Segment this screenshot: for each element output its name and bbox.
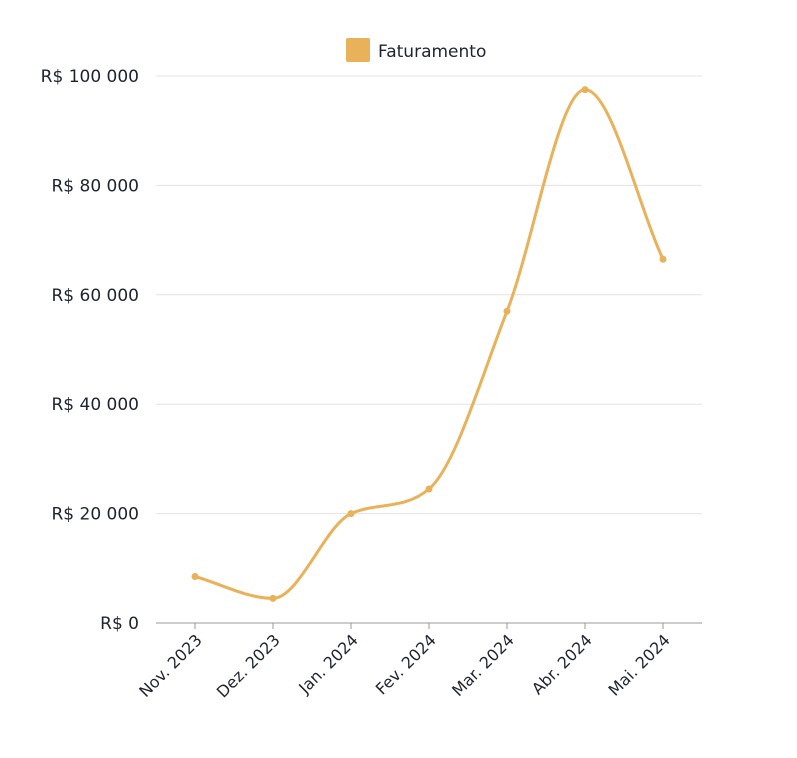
data-point[interactable] [581,86,589,94]
x-tick-label: Fev. 2024 [372,630,440,698]
y-tick-label: R$ 80 000 [51,176,139,196]
data-point[interactable] [425,485,433,493]
y-tick-label: R$ 60 000 [51,286,139,306]
x-tick-label: Abr. 2024 [528,630,596,698]
legend-label: Faturamento [378,42,486,62]
x-tick-label: Jan. 2024 [294,630,362,698]
y-tick-label: R$ 0 [100,614,139,634]
series-faturamento [191,86,667,602]
x-tick-label: Mar. 2024 [448,630,518,700]
y-axis-ticks: R$ 0 R$ 20 000 R$ 40 000 R$ 60 000 R$ 80 000… [41,67,139,634]
chart-legend[interactable]: Faturamento [346,38,486,62]
y-tick-label: R$ 20 000 [51,505,139,525]
x-tick-label: Mai. 2024 [605,630,674,699]
grid-lines [156,75,702,515]
data-point[interactable] [659,255,667,263]
x-tick-label: Dez. 2023 [213,630,284,701]
x-tick-label: Nov. 2023 [135,630,206,701]
y-tick-label: R$ 100 000 [41,67,139,87]
data-point[interactable] [347,510,355,518]
y-tick-label: R$ 40 000 [51,395,139,415]
legend-swatch [346,38,370,62]
x-axis-ticks: Nov. 2023 Dez. 2023 Jan. 2024 Fev. 2024 Mar.… [135,623,674,701]
data-point[interactable] [269,594,277,602]
data-point[interactable] [191,573,199,581]
data-point[interactable] [503,307,511,315]
series-line [193,88,665,600]
